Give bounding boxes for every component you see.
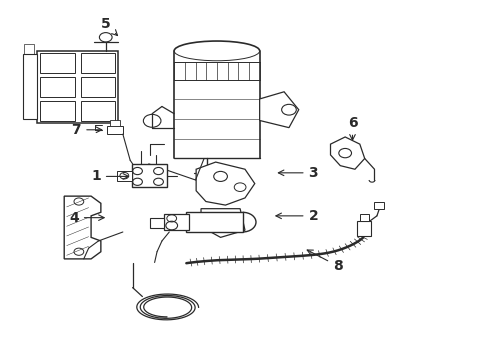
Text: 6: 6 xyxy=(348,116,357,140)
Bar xyxy=(24,62,34,76)
Bar xyxy=(374,202,384,209)
Bar xyxy=(110,121,121,126)
Bar xyxy=(164,214,189,230)
Text: 2: 2 xyxy=(276,209,318,223)
Text: 1: 1 xyxy=(91,170,128,183)
Bar xyxy=(80,53,115,73)
Bar xyxy=(23,54,37,119)
Polygon shape xyxy=(201,209,245,237)
Bar xyxy=(117,171,132,181)
Bar xyxy=(132,164,167,187)
Bar xyxy=(24,98,34,112)
Polygon shape xyxy=(196,162,255,205)
Polygon shape xyxy=(331,137,365,169)
Bar xyxy=(40,53,74,73)
Bar xyxy=(186,212,243,232)
Bar xyxy=(37,51,118,123)
Bar xyxy=(80,100,115,121)
Bar xyxy=(107,126,123,134)
Text: 3: 3 xyxy=(278,166,318,180)
Bar xyxy=(40,77,74,97)
Bar xyxy=(40,100,74,121)
Bar xyxy=(150,218,164,228)
Bar xyxy=(80,77,115,97)
Text: 7: 7 xyxy=(72,123,102,137)
Text: 8: 8 xyxy=(307,250,343,273)
Bar xyxy=(357,221,371,235)
Text: 4: 4 xyxy=(69,211,104,225)
Text: 5: 5 xyxy=(101,17,118,36)
Polygon shape xyxy=(260,92,299,128)
Polygon shape xyxy=(64,196,101,259)
Bar xyxy=(24,44,34,58)
Bar xyxy=(360,214,368,221)
Bar xyxy=(24,80,34,94)
